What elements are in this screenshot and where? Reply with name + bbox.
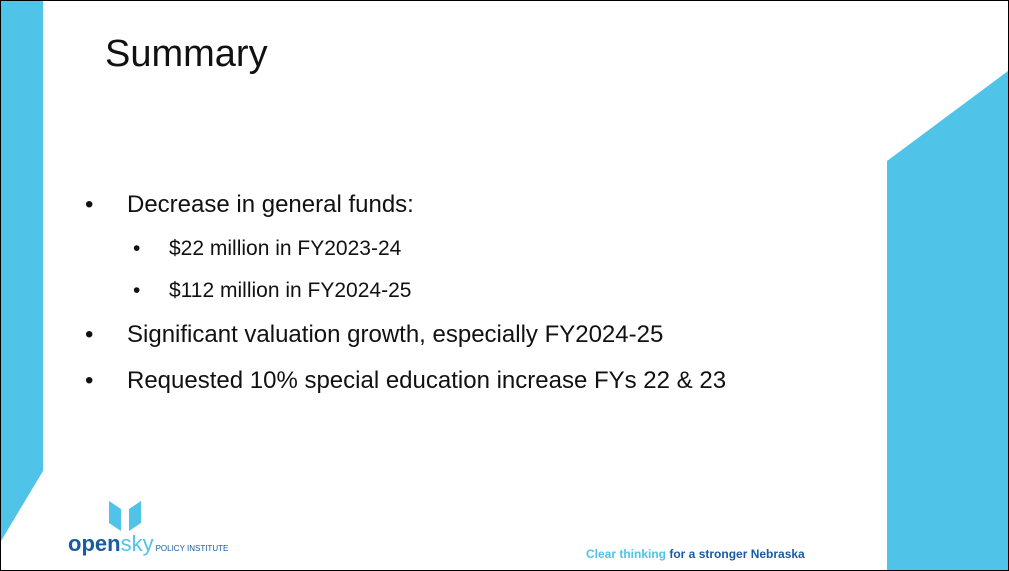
sub-bullet: $22 million in FY2023-24 [133, 237, 732, 261]
bullet-text: Decrease in general funds: [127, 191, 414, 218]
tagline-part: for a stronger Nebraska [666, 547, 805, 561]
sub-list: $22 million in FY2023-24$112 million in … [127, 237, 726, 303]
logo-shape [129, 501, 141, 531]
logo-institute: POLICY INSTITUTE [155, 544, 229, 553]
right-band [887, 71, 1008, 570]
logo-sky: sky [120, 531, 154, 556]
bullet-text: Requested 10% special education increase… [127, 367, 727, 394]
tagline: Clear thinking for a stronger Nebraska [586, 547, 805, 561]
sub-bullet: $112 million in FY2024-25 [133, 279, 732, 303]
left-band [1, 1, 43, 541]
bullet-text: Significant valuation growth, especially… [127, 321, 664, 348]
bullet: Requested 10% special education increase… [85, 367, 726, 395]
tagline-part: Clear thinking [586, 547, 667, 561]
logo-open: open [68, 531, 121, 556]
title: Summary [105, 33, 268, 75]
logo-shape [109, 501, 121, 531]
logo: opensky POLICY INSTITUTE [68, 531, 228, 557]
bullet: Significant valuation growth, especially… [85, 321, 726, 349]
bullet-list: Decrease in general funds: $22 million in… [85, 191, 726, 413]
bullet: Decrease in general funds: $22 million in… [85, 191, 726, 303]
